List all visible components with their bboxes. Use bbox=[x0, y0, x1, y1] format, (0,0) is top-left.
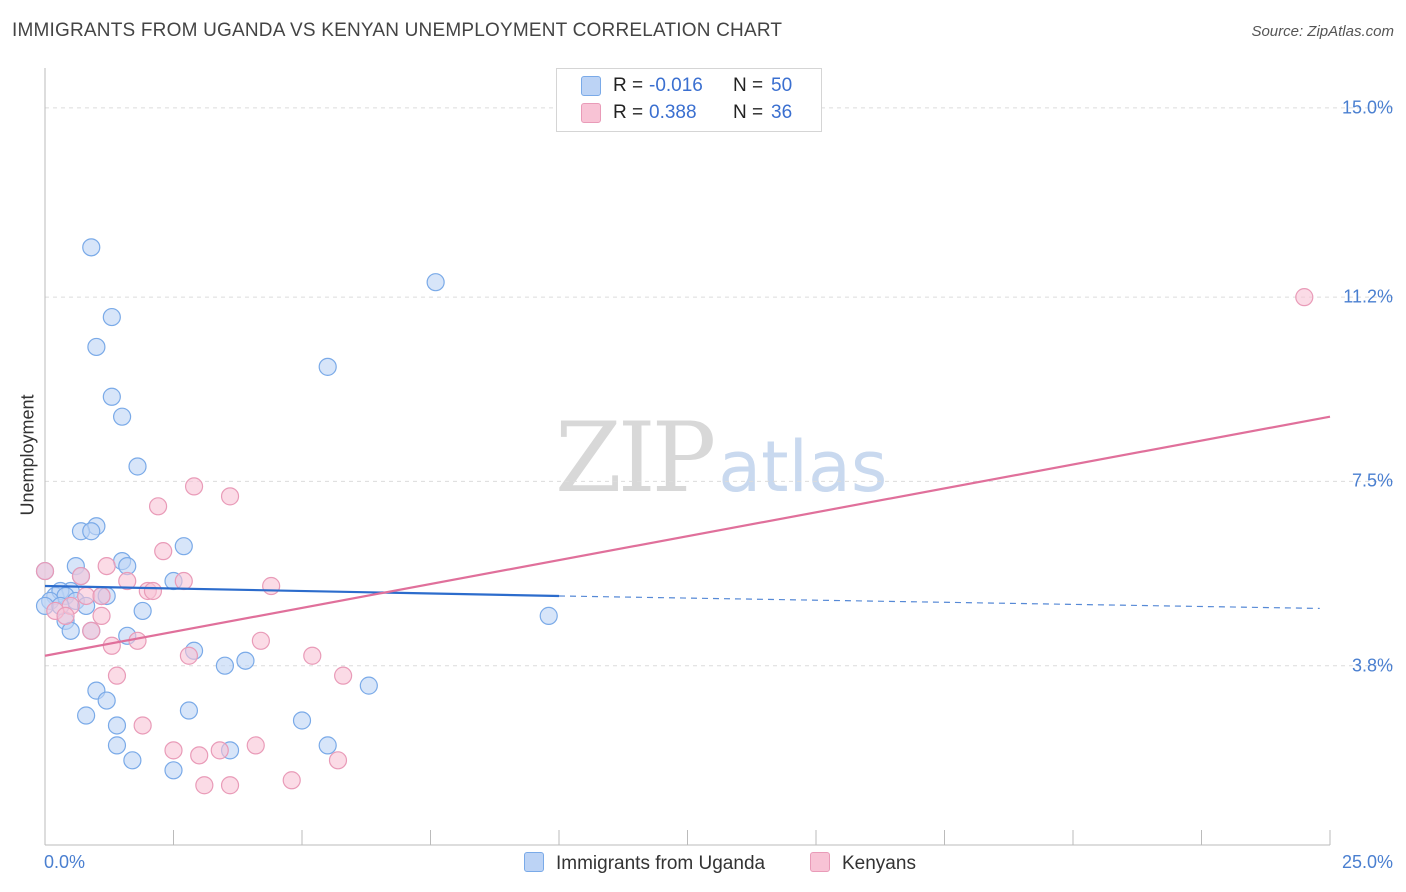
kenyans-point bbox=[262, 576, 281, 596]
chart-title: IMMIGRANTS FROM UGANDA VS KENYAN UNEMPLO… bbox=[12, 20, 783, 41]
y-tick-label: 15.0% bbox=[1341, 97, 1393, 118]
stats-swatch-kenyans bbox=[581, 103, 601, 123]
uganda-point bbox=[539, 606, 558, 625]
uganda-point bbox=[87, 337, 106, 357]
uganda-point bbox=[236, 651, 255, 670]
uganda-point bbox=[112, 407, 132, 426]
kenyans-point bbox=[282, 771, 301, 790]
kenyans-point bbox=[118, 571, 137, 591]
kenyans-point bbox=[1295, 288, 1314, 307]
uganda-point bbox=[82, 238, 101, 257]
kenyans-point bbox=[56, 606, 75, 625]
x-tick-label-max: 25.0% bbox=[1341, 852, 1393, 872]
kenyans-point bbox=[143, 581, 163, 601]
legend-label: Kenyans bbox=[842, 853, 916, 874]
kenyans-point bbox=[92, 606, 111, 625]
uganda-point bbox=[179, 701, 199, 720]
kenyans-point bbox=[220, 776, 240, 795]
kenyans-point bbox=[334, 666, 353, 685]
uganda-point bbox=[77, 706, 96, 725]
kenyans-point bbox=[148, 497, 168, 516]
uganda-point bbox=[359, 676, 378, 695]
kenyans-point bbox=[82, 621, 101, 640]
kenyans-point bbox=[251, 631, 270, 650]
stats-r-label: R = bbox=[613, 75, 644, 96]
kenyans-point bbox=[174, 571, 193, 591]
kenyans-point bbox=[154, 542, 173, 561]
uganda-point bbox=[318, 357, 337, 376]
y-tick-label: 7.5% bbox=[1351, 470, 1393, 491]
stats-n-label: N = bbox=[733, 75, 764, 96]
legend-label: Immigrants from Uganda bbox=[556, 853, 766, 874]
stats-r-label: R = bbox=[613, 102, 644, 123]
kenyans-point bbox=[328, 751, 348, 770]
uganda-point bbox=[102, 387, 121, 406]
source-label: Source: ZipAtlas.com bbox=[1251, 23, 1394, 40]
uganda-point bbox=[128, 457, 147, 476]
kenyans-point bbox=[128, 631, 147, 650]
uganda-point bbox=[107, 716, 127, 735]
y-tick-label: 3.8% bbox=[1351, 655, 1393, 676]
stats-n-value: 36 bbox=[771, 102, 793, 123]
kenyans-point bbox=[102, 636, 121, 655]
stats-swatch-uganda bbox=[581, 76, 601, 96]
kenyans-point bbox=[246, 736, 265, 755]
legend-item-kenyans[interactable]: Kenyans bbox=[810, 852, 916, 875]
kenyans-point bbox=[220, 487, 240, 506]
kenyans-point bbox=[71, 566, 91, 586]
kenyans-point bbox=[184, 477, 204, 496]
uganda-point bbox=[82, 522, 101, 541]
kenyans-point bbox=[179, 646, 199, 665]
kenyans-point bbox=[92, 586, 111, 606]
stats-box: R = -0.016 N = 50 R = 0.388 N = 36 bbox=[556, 68, 822, 132]
uganda-point bbox=[102, 307, 121, 327]
y-tick-label: 11.2% bbox=[1343, 286, 1393, 307]
kenyans-point bbox=[210, 741, 229, 760]
uganda-trend-extension bbox=[558, 595, 1320, 610]
uganda-point bbox=[426, 273, 445, 292]
uganda-point bbox=[164, 761, 183, 780]
kenyans-point bbox=[190, 746, 209, 765]
stats-n-label: N = bbox=[733, 102, 764, 123]
legend-swatch-kenyans bbox=[810, 852, 830, 872]
x-tick-label-min: 0.0% bbox=[44, 852, 86, 872]
kenyans-point bbox=[195, 776, 214, 795]
legend-item-uganda[interactable]: Immigrants from Uganda bbox=[524, 852, 765, 875]
kenyans-point bbox=[164, 741, 183, 760]
uganda-trend-line bbox=[44, 584, 560, 598]
stats-r-value: -0.016 bbox=[649, 75, 703, 96]
uganda-point bbox=[215, 656, 234, 675]
kenyans-point bbox=[77, 586, 96, 606]
uganda-point bbox=[97, 691, 116, 710]
kenyans-point bbox=[97, 556, 116, 576]
stats-n-value: 50 bbox=[771, 75, 793, 96]
kenyans-point bbox=[107, 666, 127, 685]
kenyans-point bbox=[133, 716, 152, 735]
uganda-point bbox=[292, 711, 312, 730]
uganda-point bbox=[133, 601, 152, 621]
uganda-point bbox=[174, 537, 193, 556]
uganda-point bbox=[123, 751, 142, 770]
uganda-point bbox=[107, 736, 127, 755]
stats-r-value: 0.388 bbox=[649, 102, 697, 123]
kenyans-trend-line bbox=[44, 415, 1331, 657]
kenyans-point bbox=[35, 561, 55, 581]
uganda-point bbox=[318, 736, 337, 755]
kenyans-point bbox=[303, 646, 322, 665]
legend-swatch-uganda bbox=[524, 852, 544, 872]
